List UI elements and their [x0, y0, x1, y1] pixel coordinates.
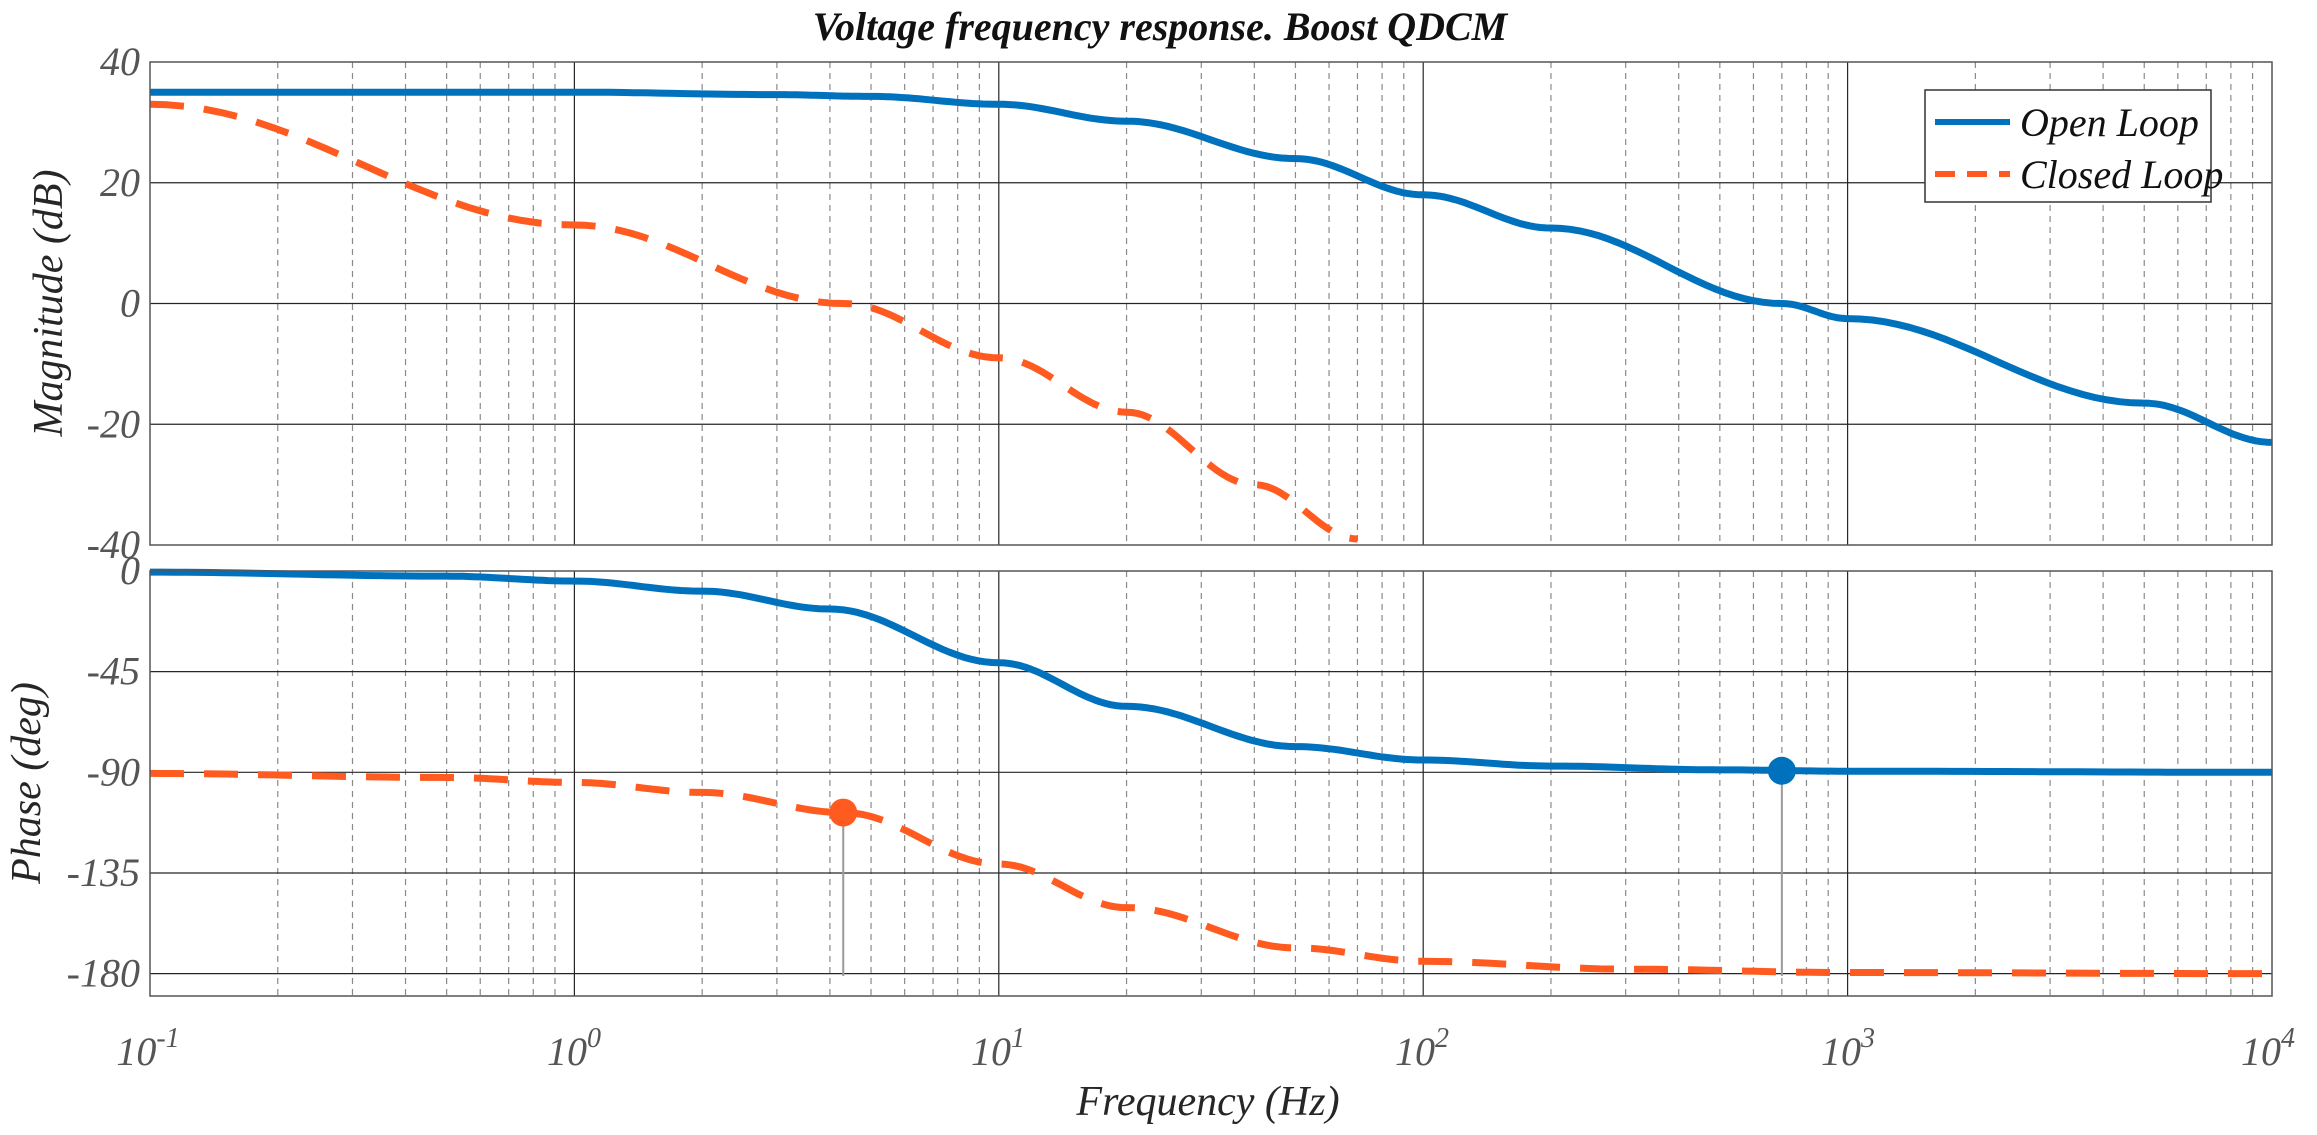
open-loop-line: [150, 88, 2272, 446]
y-tick-label: -20: [87, 401, 140, 446]
x-tick-label: 101: [971, 1023, 1025, 1074]
magnitude-lines: [150, 88, 2272, 543]
y-tick-label: -40: [87, 522, 140, 567]
y-tick-label: 0: [120, 281, 140, 326]
magnitude-ylabel: Magnitude (dB): [26, 169, 72, 437]
chart-title: Voltage frequency response. Boost QDCM: [813, 4, 1509, 49]
phase-plot-area: [150, 571, 2272, 996]
magnitude-grid: [150, 62, 2272, 545]
magnitude-y-ticks: 40 20 0 -20 -40: [87, 39, 140, 567]
y-tick-label: -90: [87, 749, 140, 794]
legend: Open Loop Closed Loop: [1924, 89, 2223, 203]
y-tick-label: 40: [100, 39, 140, 84]
closed-loop-line: [149, 769, 2272, 978]
legend-label-closed-loop: Closed Loop: [2020, 152, 2223, 197]
closed-loop-phase-marker: [829, 798, 858, 827]
x-tick-label: 104: [2241, 1023, 2295, 1074]
y-tick-label: -180: [67, 951, 140, 996]
x-tick-label: 100: [547, 1023, 601, 1074]
y-tick-label: 0: [120, 548, 140, 593]
phase-y-ticks: 0 -45 -90 -135 -180: [67, 548, 140, 996]
x-tick-label: 102: [1395, 1023, 1449, 1074]
x-tick-label: 103: [1821, 1023, 1875, 1074]
open-loop-line: [150, 568, 2272, 776]
legend-box: [1924, 89, 2212, 203]
x-ticks: 10-1 100 101 102 103 104: [116, 1023, 2295, 1074]
open-loop-phase-marker: [1767, 756, 1796, 785]
phase-lines: [149, 568, 2272, 978]
magnitude-panel: 40 20 0 -20 -40 Magnitude (dB): [26, 39, 2273, 567]
y-tick-label: -45: [87, 649, 140, 694]
y-tick-label: -135: [67, 850, 140, 895]
y-tick-label: 20: [100, 160, 140, 205]
phase-frame: [149, 570, 2273, 997]
legend-label-open-loop: Open Loop: [2020, 100, 2199, 145]
closed-loop-line: [150, 100, 1358, 543]
phase-ylabel: Phase (deg): [4, 682, 50, 885]
magnitude-frame: [149, 61, 2273, 546]
x-tick-label: 10-1: [116, 1023, 179, 1074]
phase-panel: 0 -45 -90 -135 -180 Phase (deg): [4, 548, 2273, 997]
x-axis-label: Frequency (Hz): [1075, 1079, 1339, 1125]
